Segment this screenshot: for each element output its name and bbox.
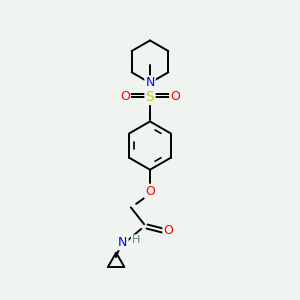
Text: N: N xyxy=(145,76,155,89)
Text: O: O xyxy=(120,91,130,103)
Text: N: N xyxy=(118,236,128,249)
Text: O: O xyxy=(170,91,180,103)
Text: H: H xyxy=(132,236,140,245)
Text: O: O xyxy=(163,224,173,238)
Text: O: O xyxy=(145,185,155,198)
Text: S: S xyxy=(146,90,154,104)
